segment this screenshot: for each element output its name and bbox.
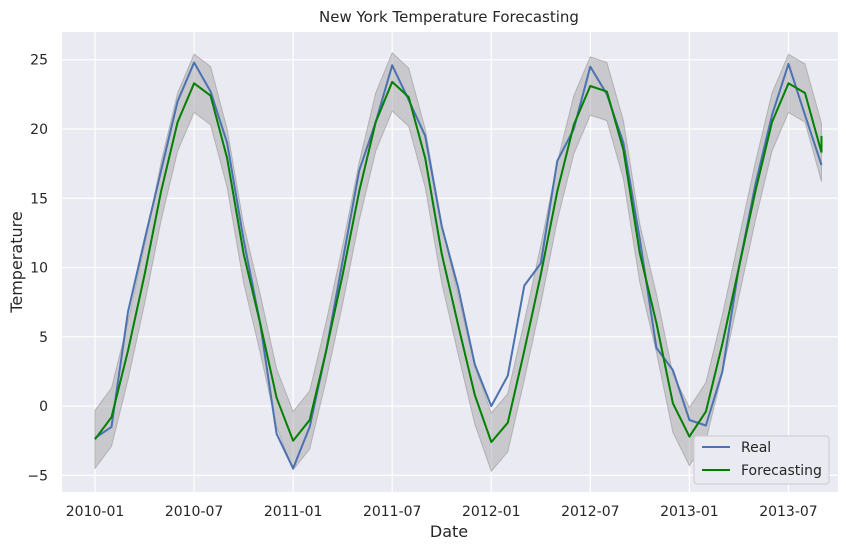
x-tick-label: 2013-07 xyxy=(759,504,818,520)
legend: Real Forecasting xyxy=(693,435,830,485)
chart-title: New York Temperature Forecasting xyxy=(319,8,579,26)
y-tick-label: 5 xyxy=(39,330,48,346)
y-tick-label: 25 xyxy=(30,53,48,69)
confidence-band-area xyxy=(94,51,822,473)
grid-lines xyxy=(62,32,838,492)
confidence-band xyxy=(94,51,822,473)
tick-labels: −5 0 5 10 15 20 25 2010-01 2010-07 2011-01 2011-07… xyxy=(27,53,817,520)
y-tick-label: 20 xyxy=(30,122,48,138)
x-axis-title: Date xyxy=(430,522,468,541)
legend-label-forecasting: Forecasting xyxy=(741,463,822,479)
x-tick-label: 2012-01 xyxy=(462,504,521,520)
x-tick-label: 2013-01 xyxy=(660,504,719,520)
x-tick-label: 2010-01 xyxy=(66,504,125,520)
y-tick-label: 0 xyxy=(39,399,48,415)
x-tick-label: 2011-07 xyxy=(363,504,422,520)
series-line-forecasting xyxy=(94,80,823,444)
x-tick-label: 2011-01 xyxy=(264,504,323,520)
x-tick-label: 2010-07 xyxy=(165,504,224,520)
y-tick-label: 10 xyxy=(30,261,48,277)
series-lines xyxy=(94,61,823,470)
x-tick-label: 2012-07 xyxy=(561,504,620,520)
y-axis-title: Temperature xyxy=(7,211,26,313)
legend-label-real: Real xyxy=(741,440,771,456)
y-tick-label: 15 xyxy=(30,191,48,207)
y-tick-label: −5 xyxy=(27,468,48,484)
